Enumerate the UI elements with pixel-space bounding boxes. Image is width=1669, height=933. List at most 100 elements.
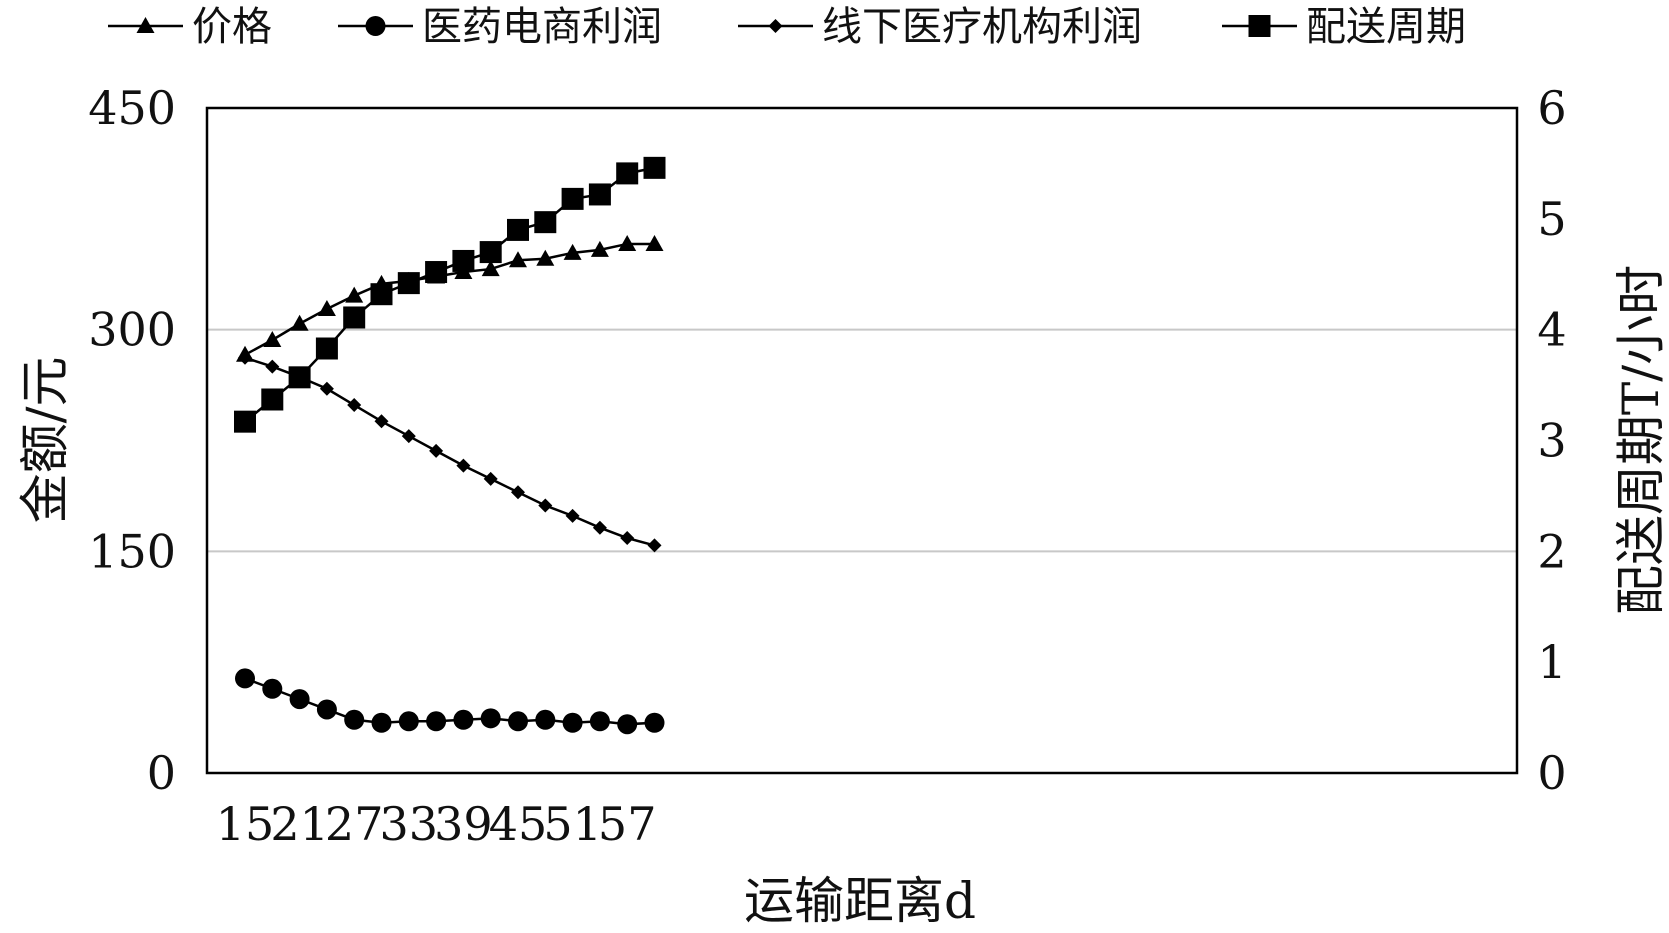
- x-tick-label: 33: [380, 797, 439, 851]
- data-point: [589, 711, 610, 732]
- data-point: [590, 240, 609, 257]
- right-tick-label: 0: [1537, 746, 1566, 800]
- right-tick-label: 4: [1537, 303, 1566, 357]
- data-point: [645, 234, 664, 251]
- data-point: [535, 709, 556, 730]
- legend-item: 线下医疗机构利润: [738, 4, 1142, 50]
- x-tick-label: 39: [434, 797, 493, 851]
- data-point: [534, 211, 557, 234]
- data-point: [481, 260, 500, 277]
- data-point: [453, 709, 474, 730]
- legend-item: 价格: [108, 4, 272, 50]
- data-point: [511, 485, 525, 500]
- data-point: [262, 678, 283, 699]
- data-point: [344, 709, 365, 730]
- data-point: [290, 314, 309, 331]
- data-point: [588, 183, 611, 206]
- x-tick-label: 27: [325, 797, 384, 851]
- data-point: [429, 443, 444, 458]
- x-tick-label: 57: [598, 797, 657, 851]
- data-point: [644, 712, 665, 733]
- data-point: [235, 668, 255, 689]
- data-point: [263, 331, 282, 348]
- data-point: [317, 299, 336, 316]
- series-layer: [234, 156, 666, 735]
- x-tick-label: 51: [543, 797, 602, 851]
- data-point: [565, 508, 580, 523]
- legend: 价格 医药电商利润 线下医疗机构利润 配送周期: [108, 4, 1466, 50]
- data-point: [452, 249, 475, 272]
- data-point: [316, 699, 337, 720]
- data-point: [238, 350, 252, 365]
- legend-label: 医药电商利润: [422, 4, 662, 50]
- data-point: [261, 388, 284, 411]
- data-point: [563, 243, 582, 260]
- data-point: [507, 218, 529, 241]
- data-point: [289, 689, 310, 710]
- plot-frame: [205, 106, 1519, 775]
- data-point: [620, 531, 635, 546]
- data-point: [371, 712, 392, 733]
- right-tick-label: 3: [1537, 414, 1566, 468]
- gridlines: [207, 328, 1517, 553]
- left-tick-label: 0: [147, 746, 176, 800]
- data-point: [508, 711, 528, 732]
- data-point: [562, 712, 583, 733]
- data-point: [315, 337, 338, 360]
- right-tick-label: 1: [1537, 635, 1566, 689]
- data-point: [618, 234, 637, 251]
- legend-item: 医药电商利润: [338, 4, 662, 50]
- series-line: [244, 356, 655, 547]
- right-axis-title: 配送周期T/小时: [1612, 265, 1669, 615]
- data-point: [347, 398, 362, 413]
- data-point: [397, 272, 420, 295]
- data-point: [643, 156, 666, 179]
- legend-marker: [1248, 15, 1271, 37]
- data-point: [480, 708, 501, 729]
- legend-marker: [768, 19, 783, 33]
- left-tick-label: 300: [88, 303, 176, 357]
- data-point: [343, 306, 366, 329]
- legend-label: 配送周期: [1306, 4, 1466, 50]
- data-point: [398, 711, 419, 732]
- series-0: [236, 234, 664, 362]
- right-tick-label: 5: [1537, 192, 1566, 246]
- data-point: [536, 249, 555, 266]
- data-point: [288, 366, 311, 389]
- left-tick-label: 150: [88, 524, 176, 578]
- series-line: [244, 166, 655, 423]
- legend-label: 价格: [192, 4, 272, 50]
- data-point: [374, 414, 389, 429]
- data-point: [345, 286, 364, 303]
- data-point: [319, 381, 334, 396]
- legend-label: 线下医疗机构利润: [822, 4, 1142, 50]
- series-line: [244, 242, 655, 356]
- data-point: [234, 410, 256, 433]
- left-axis-title: 金额/元: [16, 357, 74, 524]
- data-point: [456, 458, 471, 473]
- data-point: [592, 520, 607, 535]
- legend-item: 配送周期: [1222, 4, 1466, 50]
- data-point: [616, 162, 639, 185]
- data-point: [265, 359, 280, 374]
- right-axis-ticks: 0 1 2 3 4 5 6: [1537, 81, 1566, 800]
- data-point: [561, 187, 584, 210]
- left-tick-label: 450: [88, 81, 176, 135]
- data-point: [509, 251, 527, 268]
- data-point: [538, 498, 553, 513]
- right-tick-label: 2: [1537, 524, 1566, 578]
- series-line: [244, 677, 655, 726]
- data-point: [479, 241, 502, 264]
- series-1: [235, 668, 665, 735]
- legend-marker: [365, 16, 386, 36]
- legend-marker: [136, 17, 155, 33]
- data-point: [425, 261, 448, 284]
- x-axis-title: 运输距离d: [744, 872, 976, 930]
- data-point: [401, 429, 416, 444]
- left-axis-ticks: 0 150 300 450: [88, 81, 176, 800]
- data-point: [370, 283, 393, 306]
- data-point: [483, 471, 498, 486]
- x-tick-label: 15: [216, 797, 275, 851]
